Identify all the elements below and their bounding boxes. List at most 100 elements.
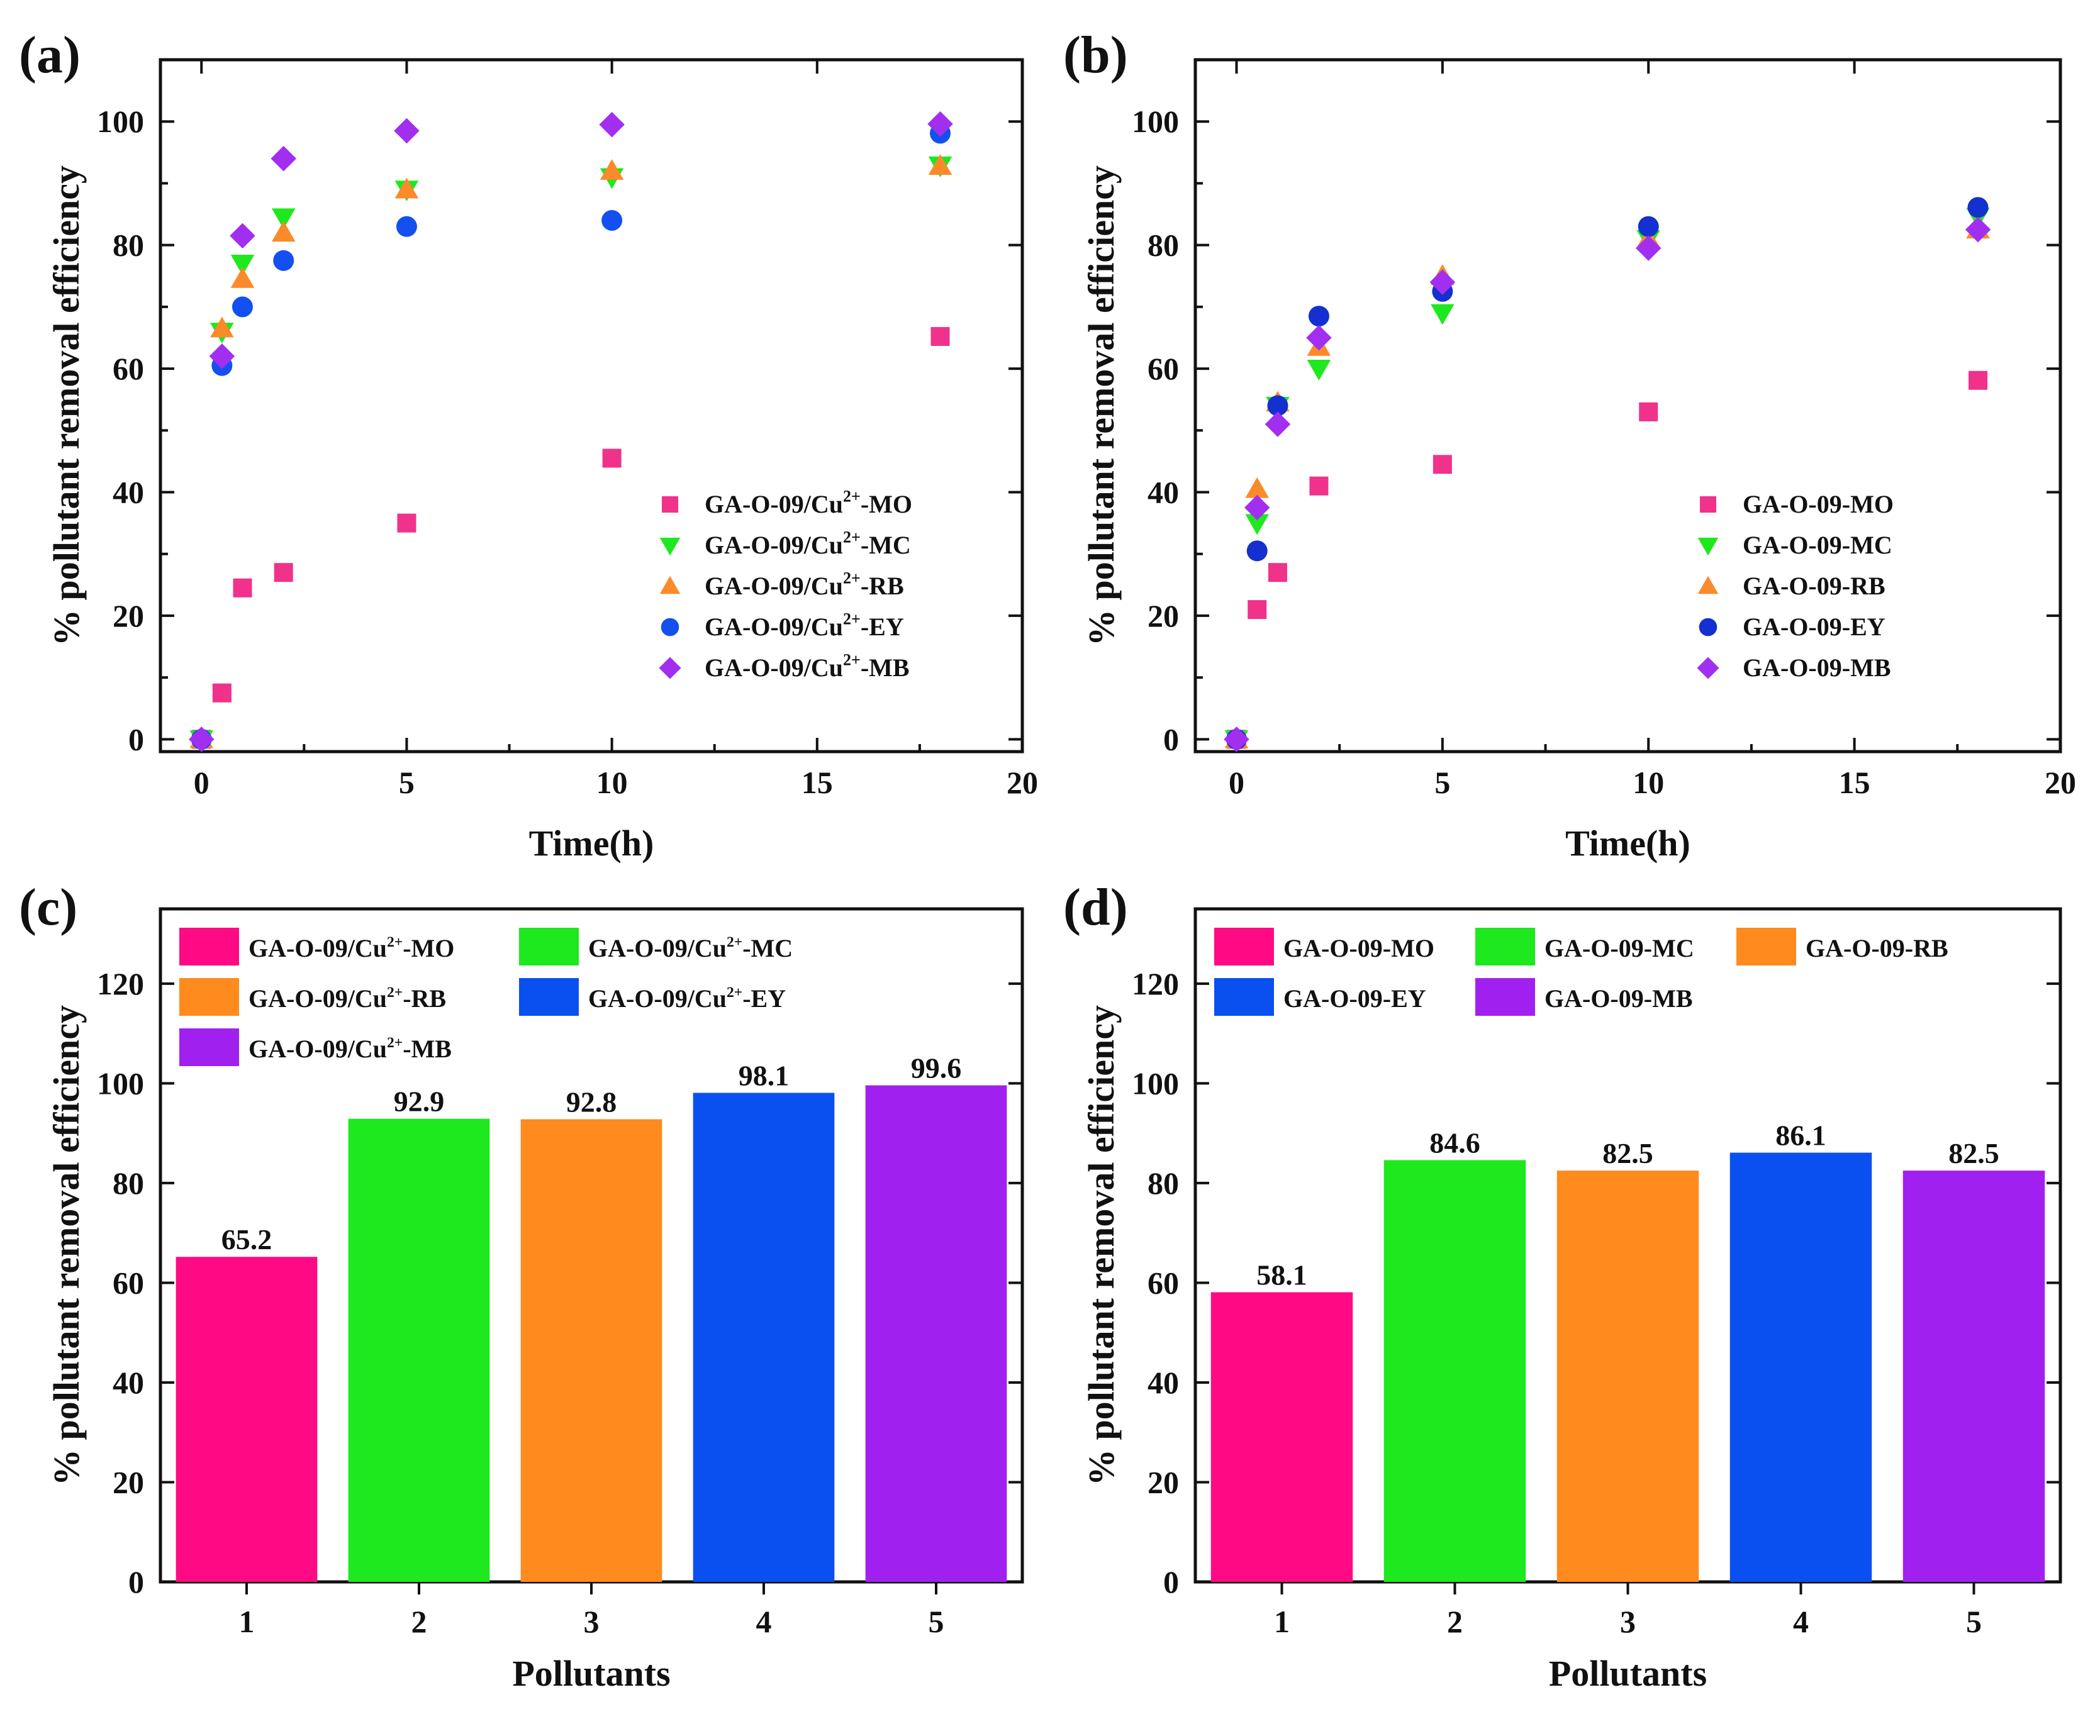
bar-value-label: 82.5 <box>1948 1137 1999 1169</box>
x-tick-label: 20 <box>2045 765 2076 800</box>
legend-swatch <box>1475 978 1535 1016</box>
legend-label: GA-O-09/Cu2+-MO <box>705 487 912 518</box>
data-point <box>273 250 294 271</box>
x-tick-label: 5 <box>399 765 415 800</box>
x-tick-label: 0 <box>1229 765 1244 800</box>
data-point <box>928 154 952 175</box>
bar-value-label: 92.9 <box>394 1086 445 1118</box>
data-point <box>397 513 416 533</box>
bar <box>348 1118 490 1582</box>
bar <box>1383 1160 1526 1582</box>
legend-label: GA-O-09/Cu2+-MC <box>705 528 911 559</box>
x-tick-label: 4 <box>756 1604 772 1639</box>
legend: GA-O-09/Cu2+-MO GA-O-09/Cu2+-MC GA-O-09/Cu… <box>659 487 912 682</box>
x-tick-label: 5 <box>929 1604 944 1639</box>
legend-label: GA-O-09-MC <box>1544 934 1694 962</box>
x-tick-label: 2 <box>411 1604 427 1639</box>
bar <box>1556 1171 1699 1582</box>
legend-label: GA-O-09-RB <box>1743 572 1885 600</box>
y-tick-label: 60 <box>1148 351 1179 386</box>
y-tick-label: 40 <box>1148 475 1179 510</box>
x-tick-label: 5 <box>1434 765 1450 800</box>
y-tick-label: 0 <box>1163 1564 1179 1600</box>
legend-label: GA-O-09-MO <box>1743 490 1894 518</box>
legend-swatch <box>179 978 239 1016</box>
data-point <box>1433 455 1452 474</box>
legend-label: GA-O-09-EY <box>1743 613 1885 641</box>
y-tick-label: 0 <box>128 721 144 757</box>
legend-marker <box>659 537 681 556</box>
y-tick-label: 100 <box>1132 1066 1179 1101</box>
data-point <box>394 177 419 199</box>
legend-label: GA-O-09-MB <box>1544 984 1693 1013</box>
data-point <box>1224 726 1249 752</box>
y-tick-label: 0 <box>128 1564 144 1600</box>
legend-label: GA-O-09-EY <box>1283 984 1426 1013</box>
y-tick-label: 80 <box>1148 1166 1179 1201</box>
data-point <box>1307 360 1331 381</box>
x-tick-label: 3 <box>1620 1604 1636 1639</box>
data-point <box>602 448 622 468</box>
bar <box>1729 1152 1872 1582</box>
series-4 <box>188 111 953 752</box>
x-tick-label: 3 <box>584 1604 600 1639</box>
data-point <box>1635 235 1662 261</box>
data-point <box>599 111 625 138</box>
series-3 <box>1226 197 1989 750</box>
bar-value-label: 82.5 <box>1602 1137 1653 1169</box>
x-axis-title: Pollutants <box>512 1653 670 1694</box>
y-tick-label: 80 <box>113 228 144 263</box>
data-point <box>271 221 296 242</box>
y-axis-title: % pollutant removal efficiency <box>46 1005 87 1486</box>
y-tick-label: 60 <box>113 351 144 386</box>
y-tick-label: 60 <box>113 1265 144 1300</box>
data-point <box>1245 514 1269 535</box>
legend-label: GA-O-09/Cu2+-EY <box>705 609 904 641</box>
x-axis-title: Time(h) <box>1565 823 1690 864</box>
x-tick-label: 0 <box>194 765 209 800</box>
panel-label: (d) <box>1063 878 1128 937</box>
legend-marker <box>1699 618 1717 637</box>
data-point <box>1248 600 1267 620</box>
bar <box>520 1119 662 1582</box>
legend-marker <box>661 618 679 637</box>
data-point <box>1308 306 1329 327</box>
data-point <box>230 267 255 288</box>
legend-marker <box>659 657 681 679</box>
data-point <box>1309 476 1329 496</box>
x-tick-label: 1 <box>1274 1604 1290 1639</box>
legend-label: GA-O-09/Cu2+-MC <box>588 934 793 962</box>
bar <box>865 1085 1007 1582</box>
x-axis-title: Time(h) <box>529 823 654 864</box>
data-point <box>1246 540 1268 562</box>
bar-value-label: 58.1 <box>1256 1259 1307 1291</box>
data-point <box>274 563 293 582</box>
data-point <box>1639 402 1658 421</box>
bar-value-label: 99.6 <box>911 1052 962 1084</box>
legend-swatch <box>179 1028 239 1066</box>
legend-swatch <box>519 928 579 965</box>
legend: GA-O-09-MO GA-O-09-MC GA-O-09-RB GA-O-09-EY… <box>1214 928 1948 1016</box>
data-point <box>1967 197 1989 218</box>
data-point <box>1268 563 1287 582</box>
legend-swatch <box>1475 928 1535 965</box>
y-tick-label: 20 <box>113 598 144 633</box>
y-tick-label: 60 <box>1148 1265 1179 1300</box>
legend-swatch <box>179 928 239 965</box>
legend-marker <box>662 496 678 513</box>
y-tick-label: 20 <box>113 1464 144 1500</box>
bars: 65.2 92.9 92.8 98.1 99.6 <box>176 1052 1007 1582</box>
data-point <box>1969 370 1988 390</box>
data-point <box>230 223 255 249</box>
legend-label: GA-O-09-RB <box>1806 934 1948 962</box>
legend: GA-O-09/Cu2+-MO GA-O-09/Cu2+-MC GA-O-09/Cu… <box>179 928 793 1066</box>
legend-label: GA-O-09/Cu2+-RB <box>705 569 904 600</box>
legend: GA-O-09-MO GA-O-09-MC GA-O-09-RB GA-O-09-EY… <box>1697 490 1894 682</box>
x-axis-title: Pollutants <box>1549 1653 1707 1694</box>
y-tick-label: 100 <box>97 1066 144 1101</box>
data-point <box>1265 411 1291 437</box>
data-point <box>271 145 296 172</box>
data-point <box>230 255 255 275</box>
data-point <box>271 208 296 230</box>
x-tick-label: 15 <box>1839 765 1870 800</box>
